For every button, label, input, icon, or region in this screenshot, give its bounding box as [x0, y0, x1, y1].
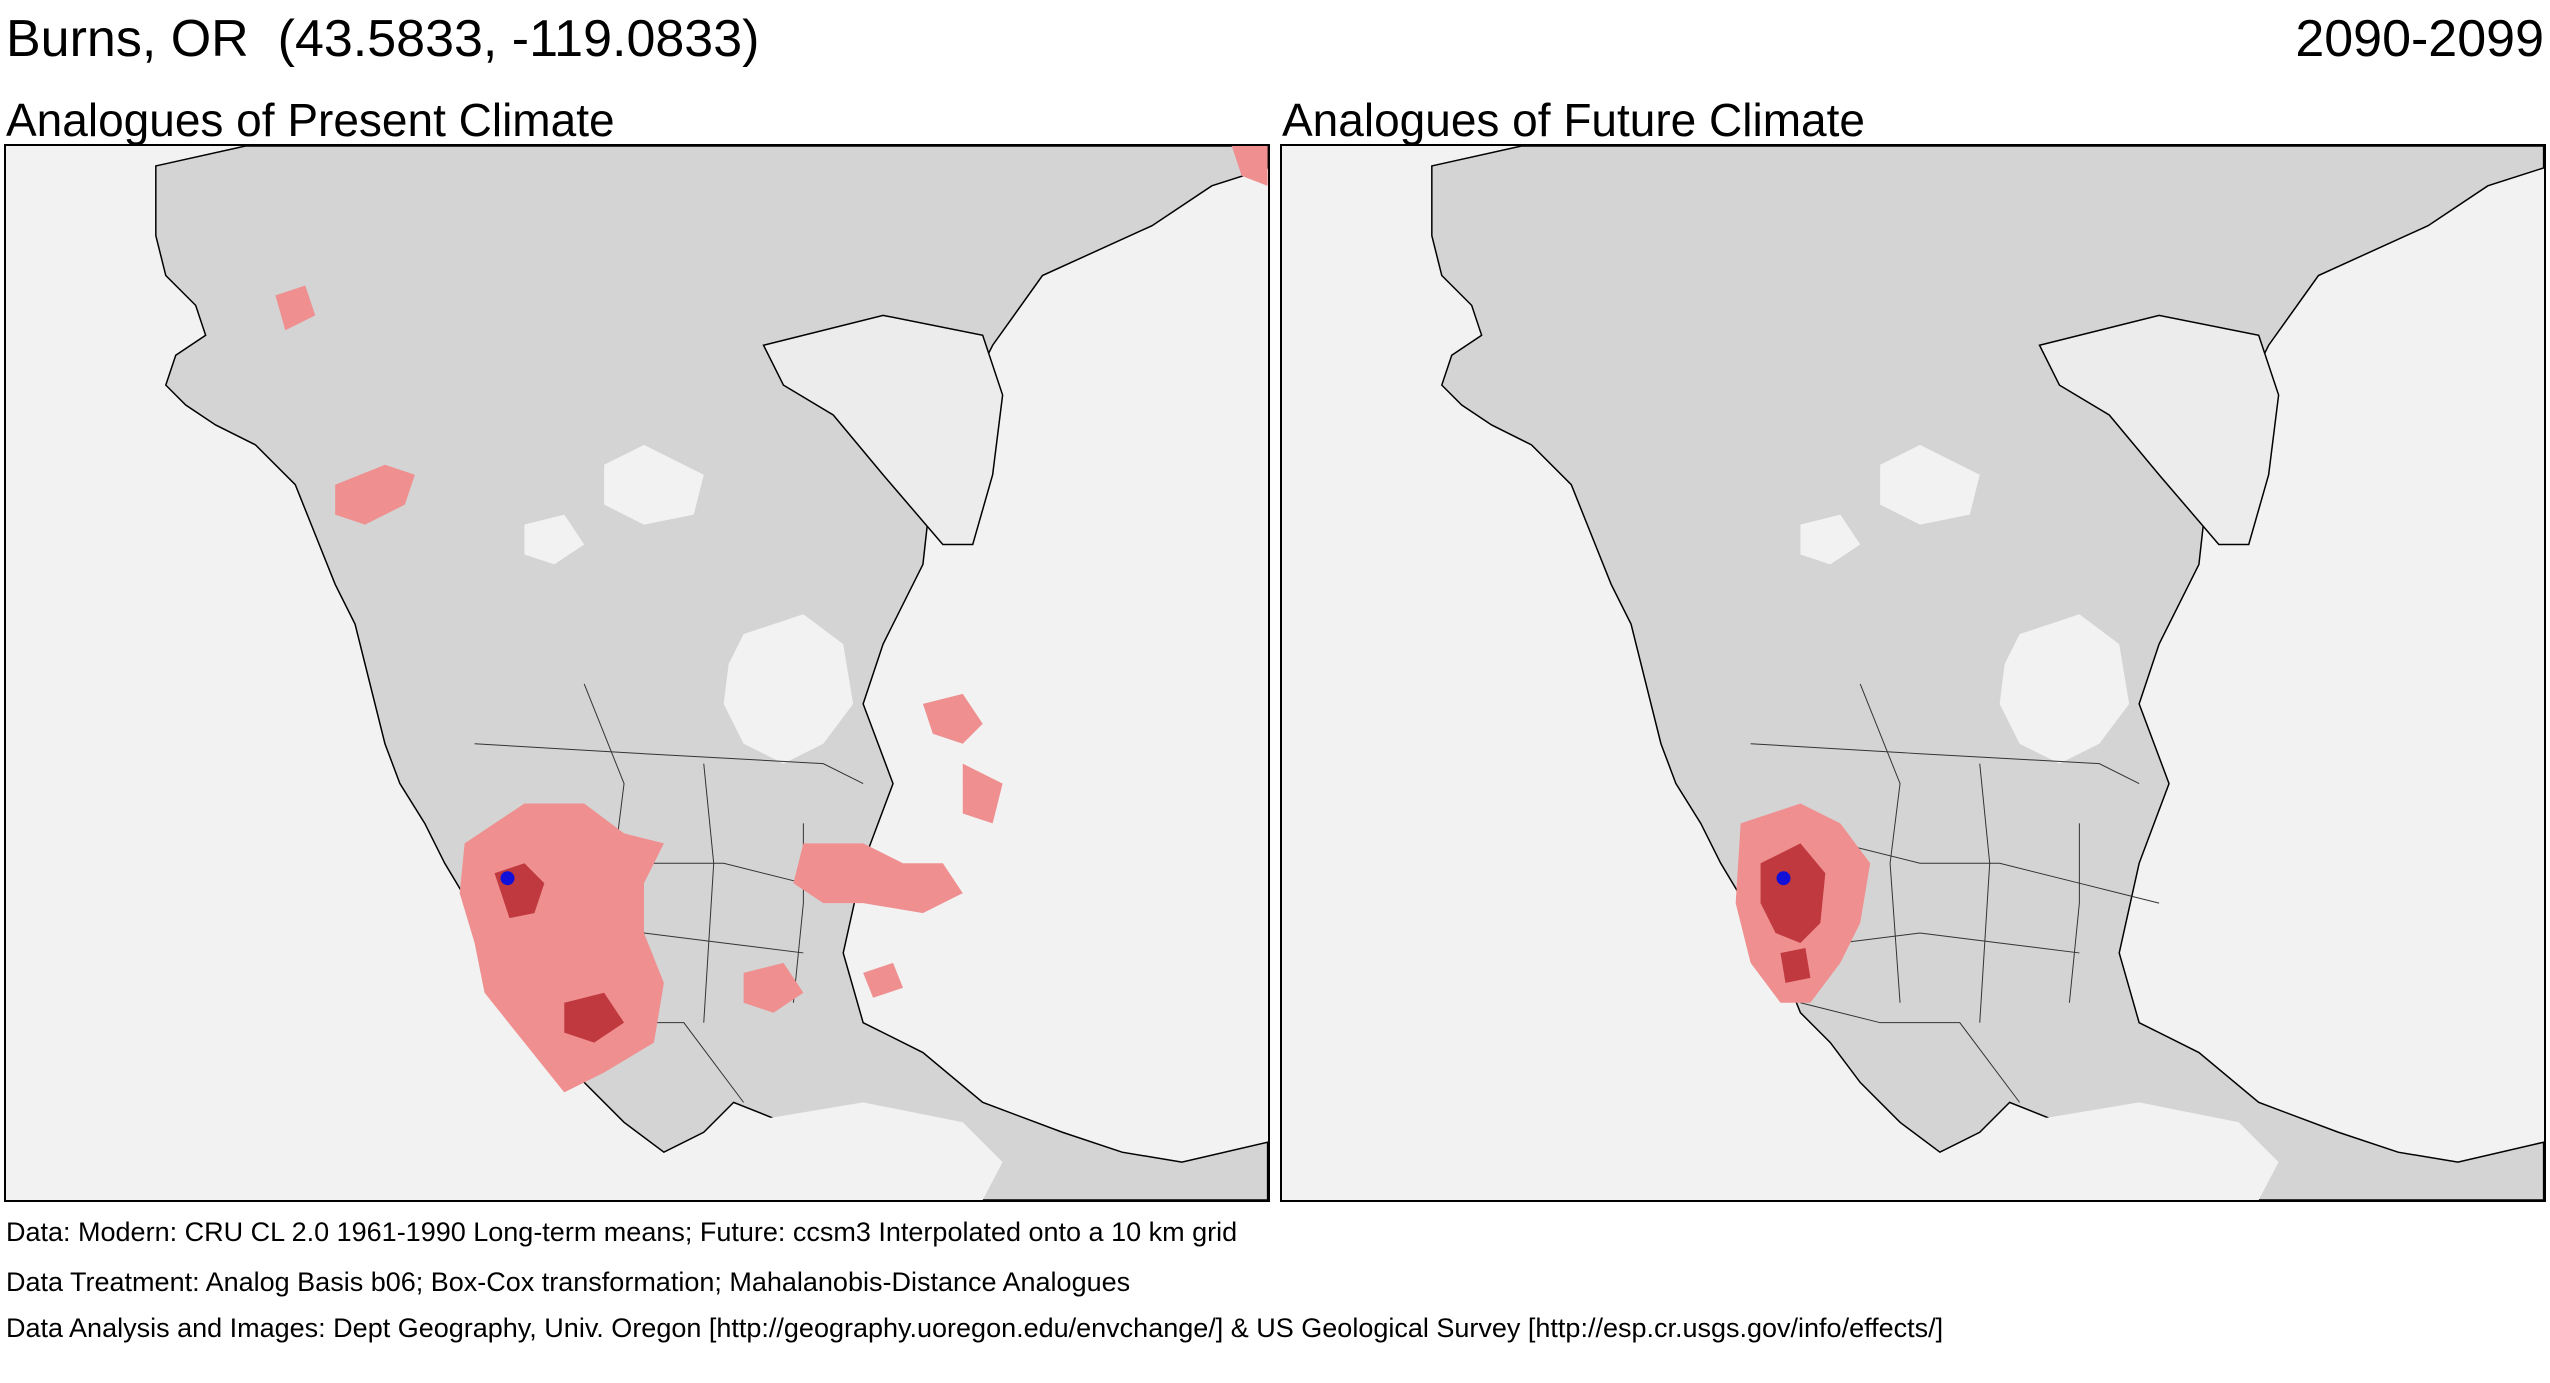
period-title: 2090-2099: [2295, 10, 2544, 68]
site-marker: [1776, 871, 1791, 886]
future-panel-title: Analogues of Future Climate: [1282, 94, 1865, 146]
present-map-svg: [6, 146, 1268, 1200]
future-map-svg: [1282, 146, 2544, 1200]
hudson-bay: [1999, 614, 2130, 764]
present-climate-map: [4, 144, 1270, 1202]
us-canada-border: [1750, 743, 2140, 785]
footer-data-line: Data: Modern: CRU CL 2.0 1961-1990 Long-…: [6, 1217, 1238, 1247]
hudson-bay: [723, 614, 854, 764]
analog-regions: [1735, 803, 1871, 1003]
location-title: Burns, OR (43.5833, -119.0833): [6, 10, 760, 68]
site-marker: [500, 871, 515, 886]
greenland: [762, 314, 1004, 546]
greenland: [2038, 314, 2280, 546]
present-panel-title: Analogues of Present Climate: [6, 94, 615, 146]
gulf-of-mexico: [1979, 1102, 2279, 1200]
us-canada-border: [474, 743, 864, 785]
footer-analysis-line: Data Analysis and Images: Dept Geography…: [6, 1313, 1944, 1343]
footer-treatment-line: Data Treatment: Analog Basis b06; Box-Co…: [6, 1267, 1131, 1297]
us-mexico-border: [1800, 1002, 2020, 1103]
gulf-of-mexico: [703, 1102, 1003, 1200]
map-base: [1282, 146, 2544, 1200]
future-climate-map: [1280, 144, 2546, 1202]
